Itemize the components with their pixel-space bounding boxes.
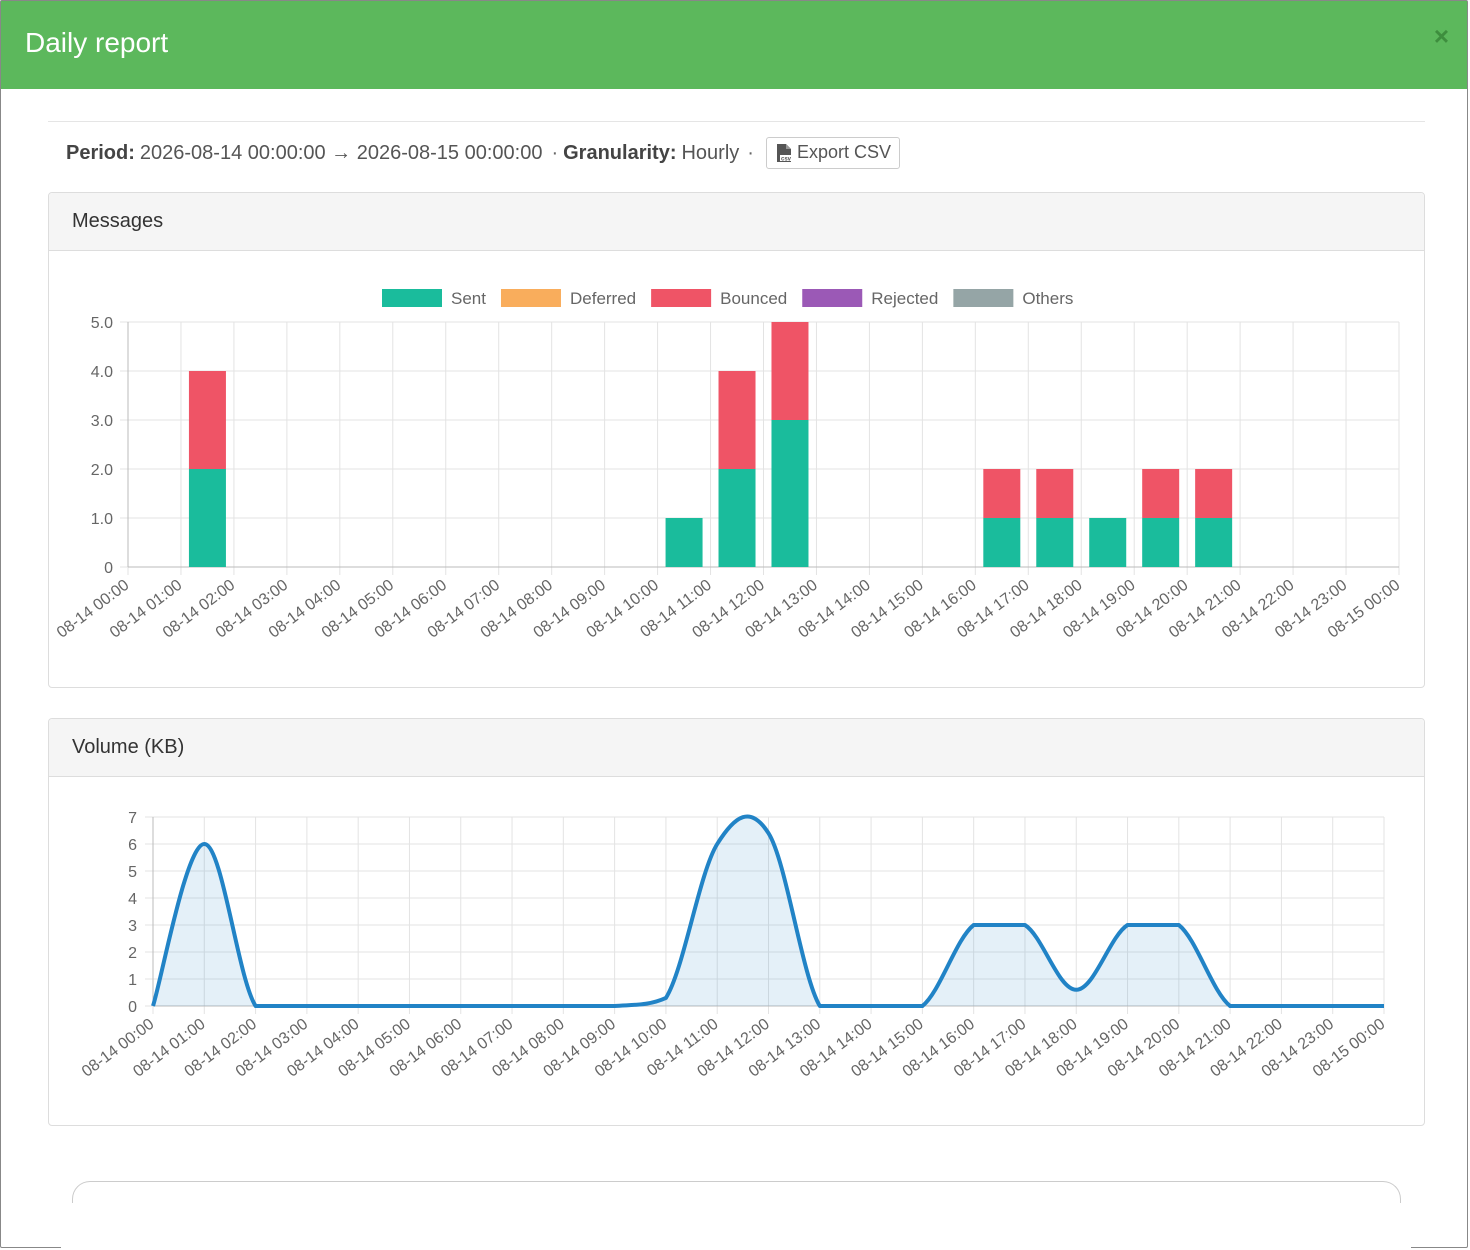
legend-label-bounced: Bounced xyxy=(720,289,787,308)
bar-sent xyxy=(188,469,226,567)
bar-sent xyxy=(1142,518,1180,567)
bar-sent xyxy=(665,518,703,567)
export-csv-label: Export CSV xyxy=(796,142,891,162)
file-csv-icon: csv xyxy=(776,143,792,162)
legend-label-sent: Sent xyxy=(451,289,486,308)
bar-bounced xyxy=(718,371,756,469)
close-icon[interactable]: × xyxy=(1433,21,1449,51)
volume-panel: Volume (KB) xyxy=(48,718,1425,1126)
modal-title: Daily report xyxy=(25,27,169,58)
period-label: Period: xyxy=(66,141,135,164)
y-tick-label: 1 xyxy=(128,972,137,989)
separator: · xyxy=(551,141,559,164)
legend-label-others: Others xyxy=(1022,289,1073,308)
y-tick-label: 2 xyxy=(128,945,137,962)
bar-bounced xyxy=(188,371,226,469)
bar-sent xyxy=(1036,518,1074,567)
legend-swatch-bounced xyxy=(651,289,712,307)
y-tick-label: 3 xyxy=(128,918,137,935)
y-tick-label: 5.0 xyxy=(91,315,113,332)
volume-panel-title: Volume (KB) xyxy=(49,719,1424,777)
separator: · xyxy=(747,141,754,164)
bottom-panel xyxy=(72,1181,1401,1221)
messages-panel-title: Messages xyxy=(49,193,1424,251)
export-csv-button[interactable]: csv Export CSV xyxy=(765,137,900,169)
y-tick-label: 4 xyxy=(128,891,137,908)
y-tick-label: 5 xyxy=(128,864,137,881)
legend-swatch-sent xyxy=(382,289,442,307)
granularity-label: Granularity: xyxy=(563,141,677,164)
bar-sent xyxy=(718,469,756,567)
legend-swatch-deferred xyxy=(500,289,561,307)
legend-swatch-others xyxy=(953,289,1014,307)
bar-sent xyxy=(771,420,809,567)
report-info-line: Period: 2026-08-14 00:00:00 → 2026-08-15… xyxy=(66,137,900,169)
modal-header: Daily report × xyxy=(1,1,1467,89)
divider xyxy=(48,121,1425,122)
svg-text:csv: csv xyxy=(781,156,792,162)
y-tick-label: 7 xyxy=(128,810,137,827)
legend-label-deferred: Deferred xyxy=(570,289,636,308)
y-tick-label: 0 xyxy=(128,999,137,1016)
y-tick-label: 4.0 xyxy=(91,364,113,381)
bar-sent xyxy=(1195,518,1233,567)
volume-line xyxy=(151,814,1384,1008)
bar-bounced xyxy=(1142,469,1180,518)
legend-swatch-rejected xyxy=(802,289,863,307)
legend-label-rejected: Rejected xyxy=(871,289,938,308)
y-tick-label: 1.0 xyxy=(91,511,113,528)
y-tick-label: 6 xyxy=(128,837,137,854)
bar-sent xyxy=(1089,518,1127,567)
bar-sent xyxy=(983,518,1021,567)
bar-bounced xyxy=(771,322,809,420)
bottom-mask xyxy=(61,1203,1411,1249)
bar-bounced xyxy=(1036,469,1074,518)
granularity-value: Hourly xyxy=(681,141,740,164)
volume-area-fill xyxy=(153,816,1384,1006)
bar-bounced xyxy=(983,469,1021,518)
y-tick-label: 3.0 xyxy=(91,413,113,430)
bar-bounced xyxy=(1195,469,1233,518)
y-tick-label: 0 xyxy=(104,560,113,577)
y-tick-label: 2.0 xyxy=(91,462,113,479)
period-value: 2026-08-14 00:00:00 → 2026-08-15 00:00:0… xyxy=(139,141,543,164)
